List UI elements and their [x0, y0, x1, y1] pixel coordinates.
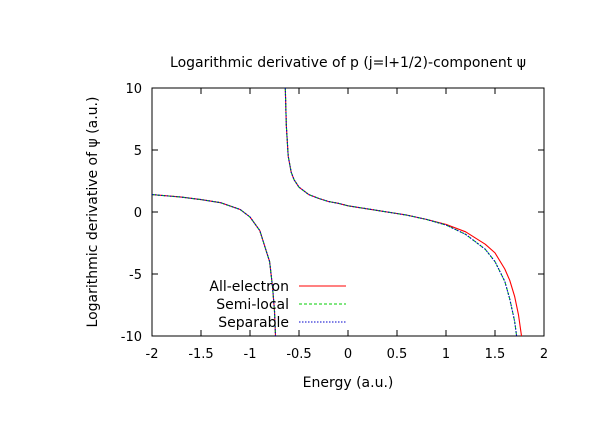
y-tick-label: 5 [134, 144, 142, 159]
series-line-separable [284, 87, 518, 337]
y-tick-label: -10 [121, 330, 142, 345]
x-tick-label: 1.5 [485, 347, 506, 362]
y-axis-label: Logarithmic derivative of ψ (a.u.) [85, 97, 101, 328]
plot-frame [151, 87, 545, 337]
x-tick-label: -1 [244, 347, 257, 362]
axis-ticks: -2 -1.5 -1 -0.5 0 0.5 1 1.5 2 10 5 0 -5 -10 [121, 82, 548, 362]
legend-label: Semi-local [216, 297, 289, 313]
y-tick-label: -5 [129, 268, 142, 283]
legend-label: Separable [218, 315, 289, 331]
x-axis-label: Energy (a.u.) [303, 375, 394, 391]
x-tick-label: 1 [442, 347, 450, 362]
x-tick-label: 0.5 [387, 347, 408, 362]
series-layer [151, 87, 523, 337]
y-tick-label: 10 [125, 82, 142, 97]
series-line-semi-local [284, 87, 518, 337]
x-tick-label: 2 [540, 347, 548, 362]
legend: All-electron Semi-local Separable [209, 279, 346, 331]
series-line-separable [151, 194, 277, 337]
x-tick-label: -0.5 [286, 347, 311, 362]
chart-title: Logarithmic derivative of p (j=l+1/2)-co… [170, 55, 526, 71]
y-tick-label: 0 [134, 206, 142, 221]
x-tick-label: -2 [146, 347, 159, 362]
series-line-all-electron [284, 87, 523, 337]
legend-label: All-electron [209, 279, 289, 295]
x-tick-label: -1.5 [188, 347, 213, 362]
x-tick-label: 0 [344, 347, 352, 362]
